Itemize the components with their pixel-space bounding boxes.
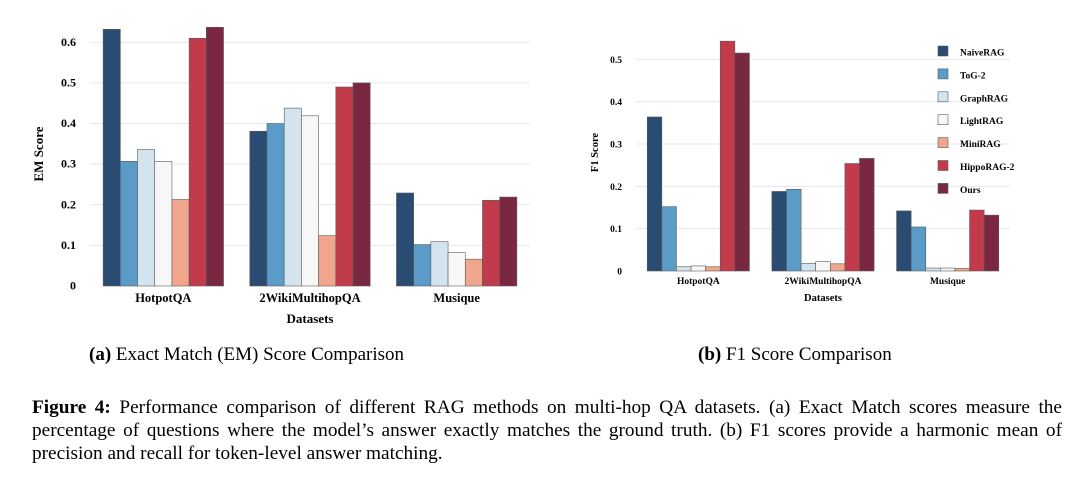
x-tick-label: HotpotQA [135, 291, 191, 305]
bar-naiverag [396, 192, 414, 287]
x-tick-label: HotpotQA [677, 277, 720, 287]
y-tick-label: 0.4 [610, 98, 622, 108]
legend-label: Ours [960, 186, 981, 196]
bar-naiverag [249, 130, 268, 287]
bar-graphrag [676, 266, 692, 272]
bar-ours [734, 52, 750, 272]
caption-label: Figure 4: [32, 397, 111, 418]
bar-naiverag [771, 191, 787, 272]
bar-hipporag-2 [969, 209, 985, 272]
em-score-chart: 0 0.1 0.2 0.3 0.4 0.5 0.6 HotpotQA 2WikiMultihop… [31, 26, 530, 326]
bar-minirag [705, 266, 721, 272]
bar-lightrag [301, 115, 319, 287]
bar-graphrag [800, 263, 817, 272]
x-axis-label: Datasets [287, 311, 334, 326]
y-axis-label: F1 Score [590, 133, 601, 173]
bar-graphrag [137, 149, 156, 287]
x-axis-label: Datasets [804, 293, 842, 304]
bar-graphrag [925, 267, 941, 272]
y-axis-label: EM Score [31, 126, 46, 181]
bar-hipporag-2 [844, 163, 860, 272]
bar-hipporag-2 [482, 200, 500, 287]
bar-minirag [171, 199, 190, 287]
subcaption-a-label: (a) [89, 344, 112, 365]
bar-minirag [954, 268, 970, 272]
bar-lightrag [154, 161, 173, 287]
legend-label: ToG-2 [960, 71, 986, 81]
y-tick-label: 0.4 [61, 116, 76, 130]
x-tick-label: Musique [433, 291, 480, 305]
subcaption-b: (b) F1 Score Comparison [698, 344, 892, 366]
bar-lightrag [690, 265, 706, 272]
bar-ours [499, 196, 518, 287]
legend-label: GraphRAG [960, 94, 1009, 104]
bar-minirag [464, 258, 483, 287]
bar-tog-2 [413, 244, 432, 287]
legend-label: NaiveRAG [960, 49, 1005, 59]
legend-swatch [937, 91, 949, 103]
bar-lightrag [815, 261, 831, 272]
legend-swatch [937, 68, 949, 80]
legend-swatch [937, 183, 949, 194]
bar-hipporag-2 [335, 86, 354, 287]
bar-tog-2 [910, 226, 927, 272]
bar-tog-2 [266, 123, 285, 287]
y-tick-label: 0.3 [61, 157, 76, 171]
f1-score-chart: 0 0.1 0.2 0.3 0.4 0.5 HotpotQA 2WikiMultihopQA M… [590, 40, 1015, 304]
figure-caption: Figure 4: Performance comparison of diff… [32, 396, 1062, 465]
y-tick-label: 0.6 [61, 35, 76, 49]
y-tick-label: 0.5 [61, 75, 76, 89]
subcaption-a: (a) Exact Match (EM) Score Comparison [89, 344, 404, 366]
y-tick-label: 0.1 [61, 238, 76, 252]
bar-ours [352, 82, 371, 287]
bar-naiverag [646, 116, 663, 272]
subcaption-b-text: F1 Score Comparison [721, 344, 892, 365]
legend-label: LightRAG [960, 117, 1004, 127]
y-tick-label: 0 [617, 268, 622, 278]
bar-minirag [318, 235, 337, 287]
legend-label: MiniRAG [960, 140, 1001, 150]
bar-ours [859, 158, 875, 272]
bar-hipporag-2 [188, 37, 207, 287]
x-tick-label: 2WikiMultihopQA [259, 291, 360, 305]
bar-graphrag [430, 241, 449, 287]
legend-swatch [937, 137, 949, 148]
y-tick-label: 0 [70, 279, 76, 293]
y-tick-label: 0.5 [610, 56, 622, 66]
bar-tog-2 [786, 189, 802, 272]
x-tick-label: Musique [930, 277, 965, 287]
bar-naiverag [102, 29, 121, 287]
y-tick-label: 0.2 [610, 183, 622, 193]
legend-swatch [937, 114, 949, 125]
bar-tog-2 [120, 161, 138, 287]
x-tick-label: 2WikiMultihopQA [785, 277, 862, 287]
bar-graphrag [283, 107, 302, 287]
legend-swatch [937, 160, 949, 171]
bar-naiverag [896, 210, 912, 272]
y-tick-label: 0.2 [61, 197, 76, 211]
y-tick-label: 0.3 [610, 141, 622, 151]
legend-label: HippoRAG-2 [960, 163, 1015, 173]
y-tick-label: 0.1 [610, 225, 622, 235]
subcaption-b-label: (b) [698, 344, 722, 365]
bar-lightrag [447, 252, 466, 287]
bar-hipporag-2 [719, 40, 736, 272]
bar-ours [983, 214, 1000, 272]
bar-lightrag [940, 267, 956, 272]
legend-swatch [937, 45, 949, 57]
bar-ours [206, 26, 224, 287]
bar-tog-2 [661, 206, 677, 272]
caption-text: Performance comparison of different RAG … [32, 397, 1062, 464]
bar-minirag [829, 263, 846, 272]
subcaption-a-text: Exact Match (EM) Score Comparison [111, 344, 404, 365]
